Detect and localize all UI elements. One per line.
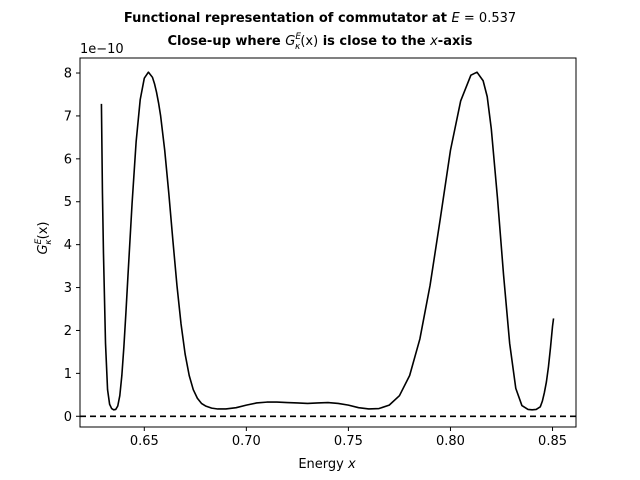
y-tick-label: 3 — [64, 281, 72, 296]
y-axis-label: GEκ(x) — [34, 222, 54, 255]
chart-title-line1: Functional representation of commutator … — [124, 11, 516, 26]
series-line-0 — [100, 71, 555, 411]
y-tick-label: 2 — [64, 324, 72, 339]
y-offset-text: 1e−10 — [80, 42, 124, 57]
chart-title-line2: Close-up where GE κ(x) is close to the x-… — [167, 32, 472, 52]
x-axis-label: Energy x — [298, 457, 356, 472]
y-tick-label: 8 — [64, 67, 72, 82]
y-tick-label: 4 — [64, 238, 72, 253]
axes-frame — [79, 57, 577, 428]
y-tick-label: 5 — [64, 195, 72, 210]
x-tick-label: 0.80 — [436, 434, 465, 449]
x-tick-label: 0.65 — [130, 434, 159, 449]
x-tick-label: 0.70 — [232, 434, 261, 449]
y-tick-label: 1 — [64, 367, 72, 382]
plot-area: 0.65 0.70 0.75 0.80 0.85 0 1 2 3 4 5 6 7 8 — [64, 57, 577, 449]
x-tick-label: 0.75 — [334, 434, 363, 449]
y-tick-label: 0 — [64, 410, 72, 425]
x-tick-label: 0.85 — [538, 434, 567, 449]
y-tick-label: 7 — [64, 109, 72, 124]
y-tick-label: 6 — [64, 152, 72, 167]
